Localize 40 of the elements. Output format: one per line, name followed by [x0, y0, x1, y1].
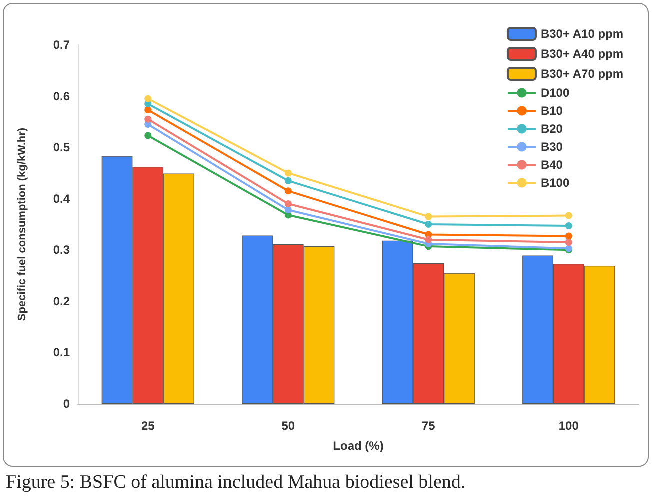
point: [565, 232, 572, 240]
point: [425, 236, 432, 244]
y-tick-label: 0.3: [53, 243, 70, 258]
legend-label: B40: [540, 158, 564, 172]
point: [284, 188, 292, 195]
point: [284, 206, 292, 214]
legend-label: B30+ A70 ppm: [540, 67, 624, 81]
x-tick-label: 75: [422, 419, 436, 433]
legend-label: B30+ A10 ppm: [540, 27, 624, 41]
legend-label: B20: [540, 122, 564, 136]
point: [425, 221, 432, 228]
legend-label: D100: [540, 86, 570, 100]
point: [284, 170, 292, 177]
legend-label: B100: [540, 176, 570, 190]
point: [565, 212, 572, 220]
y-tick-label: 0.4: [53, 192, 70, 206]
x-axis-title: Load (%): [333, 439, 384, 453]
y-tick-label: 0.6: [53, 89, 70, 104]
point: [284, 177, 292, 184]
y-tick-label: 0: [63, 397, 70, 411]
y-tick-label: 0.2: [53, 294, 70, 308]
point: [144, 95, 152, 102]
x-tick-label: 100: [558, 419, 580, 433]
legend-label: B30: [540, 140, 564, 154]
y-tick-label: 0.1: [53, 346, 70, 360]
y-tick-label: 0.7: [53, 38, 70, 52]
legend-label: B10: [540, 104, 564, 118]
point: [144, 106, 152, 114]
y-axis-title: Specific fuel consumption (kg/kW.hr): [16, 128, 28, 322]
legend-label: B30+ A40 ppm: [540, 47, 624, 61]
point: [144, 116, 152, 123]
y-tick-label: 0.5: [53, 140, 70, 155]
caption: Figure 5: BSFC of alumina included Mahua biodiesel blend.: [6, 472, 466, 494]
point: [284, 200, 292, 208]
point: [425, 213, 432, 220]
point: [144, 132, 152, 140]
x-tick-label: 50: [282, 419, 296, 433]
x-tick-label: 25: [141, 419, 156, 433]
point: [565, 238, 572, 246]
point: [565, 222, 572, 230]
